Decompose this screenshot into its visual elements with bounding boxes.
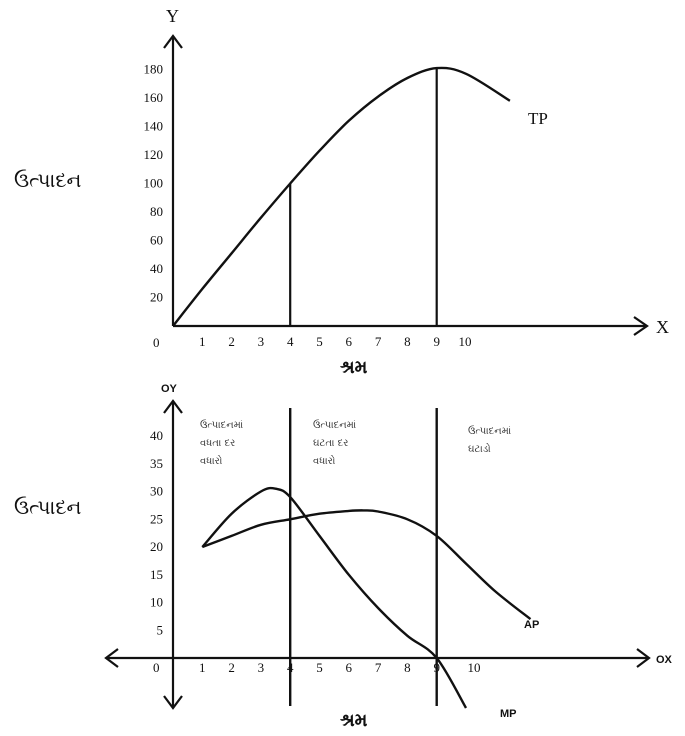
apmp-y-tick-label: 40 — [150, 428, 163, 443]
svg-text:વધતા દર: વધતા દર — [200, 438, 235, 449]
apmp-x-tick-label: 5 — [316, 660, 323, 675]
apmp-y-down-arrow-icon — [163, 695, 183, 710]
tp-curve — [172, 66, 511, 327]
tp-y-tick-label: 160 — [144, 90, 164, 105]
tp-curve-label: TP — [528, 109, 548, 128]
apmp-y-tick-label: 10 — [150, 595, 163, 610]
apmp-origin-label: 0 — [153, 660, 160, 675]
tp-x-axis-name: X — [656, 317, 669, 337]
tp-x-tick-label: 5 — [316, 334, 323, 349]
tp-reference-lines — [289, 68, 438, 326]
apmp-x-right-arrow-icon — [636, 648, 651, 668]
apmp-y-tick-label: 20 — [150, 539, 163, 554]
apmp-reference-lines — [289, 408, 438, 706]
apmp-x-label: શ્રમ — [340, 710, 368, 731]
tp-x-tick-label: 1 — [199, 334, 206, 349]
tp-x-tick-label: 9 — [433, 334, 440, 349]
tp-y-label: ઉત્પાદન — [14, 168, 82, 192]
tp-x-tick-label: 10 — [459, 334, 472, 349]
tp-x-tick-label: 4 — [287, 334, 294, 349]
tp-x-tick-label: 3 — [258, 334, 265, 349]
tp-y-tick-label: 80 — [150, 204, 163, 219]
apmp-y-tick-label: 5 — [157, 622, 164, 637]
ap-curve-label: AP — [524, 619, 539, 631]
apmp-x-left-arrow-icon — [104, 648, 119, 668]
tp-origin-label: 0 — [153, 335, 160, 350]
apmp-x-tick-label: 3 — [258, 660, 265, 675]
tp-x-tick-label: 2 — [228, 334, 235, 349]
apmp-x-tick-label: 7 — [375, 660, 382, 675]
tp-y-arrow-icon — [163, 34, 183, 49]
apmp-x-axis-name: OX — [656, 654, 673, 666]
apmp-y-up-arrow-icon — [163, 399, 183, 414]
svg-text:વધારો: વધારો — [313, 454, 336, 467]
apmp-y-axis-name: OY — [161, 383, 178, 395]
svg-text:ઘટતા દર: ઘટતા દર — [313, 438, 348, 449]
apmp-x-tick-label: 10 — [468, 660, 481, 675]
apmp-x-tick-label: 2 — [228, 660, 235, 675]
tp-x-tick-label: 7 — [375, 334, 382, 349]
tp-x-tick-label: 6 — [346, 334, 353, 349]
svg-text:ઉત્પાદનમાં: ઉત્પાદનમાં — [313, 419, 357, 431]
stage-2-label: ઉત્પાદનમાં ઘટતા દર વધારો — [313, 419, 357, 467]
apmp-y-tick-label: 30 — [150, 484, 163, 499]
apmp-y-label: ઉત્પાદન — [14, 495, 82, 519]
tp-x-arrow-icon — [633, 316, 649, 336]
apmp-x-tick-label: 8 — [404, 660, 411, 675]
stage-3-label: ઉત્પાદનમાં ઘટાડો — [468, 425, 512, 455]
stage-1-label: ઉત્પાદનમાં વધતા દર વધારો — [200, 419, 244, 467]
svg-text:ઉત્પાદનમાં: ઉત્પાદનમાં — [468, 425, 512, 437]
svg-text:ઉત્પાદનમાં: ઉત્પાદનમાં — [200, 419, 244, 431]
apmp-x-tick-label: 6 — [346, 660, 353, 675]
mp-curve-label: MP — [500, 708, 517, 720]
tp-y-tick-label: 140 — [144, 119, 164, 134]
apmp-x-tick-label: 1 — [199, 660, 206, 675]
tp-y-tick-label: 120 — [144, 147, 164, 162]
tp-x-label: શ્રમ — [340, 357, 368, 378]
tp-y-tick-label: 100 — [144, 176, 164, 191]
tp-y-tick-label: 20 — [150, 290, 163, 305]
apmp-y-ticks: 5 10 15 20 25 30 35 40 — [150, 428, 163, 637]
svg-text:ઘટાડો: ઘટાડો — [468, 442, 491, 455]
svg-text:વધારો: વધારો — [200, 454, 223, 467]
apmp-y-tick-label: 25 — [150, 511, 163, 526]
tp-y-tick-label: 40 — [150, 261, 163, 276]
tp-y-ticks: 20 40 60 80 100 120 140 160 180 — [144, 62, 164, 305]
tp-y-tick-label: 60 — [150, 233, 163, 248]
mp-curve — [201, 486, 468, 709]
tp-x-ticks: 1 2 3 4 5 6 7 8 9 10 — [199, 334, 471, 349]
apmp-y-tick-label: 15 — [150, 567, 163, 582]
ap-curve — [201, 509, 532, 621]
tp-y-axis-name: Y — [166, 6, 179, 26]
apmp-y-tick-label: 35 — [150, 456, 163, 471]
tp-x-tick-label: 8 — [404, 334, 411, 349]
tp-y-tick-label: 180 — [144, 62, 164, 77]
